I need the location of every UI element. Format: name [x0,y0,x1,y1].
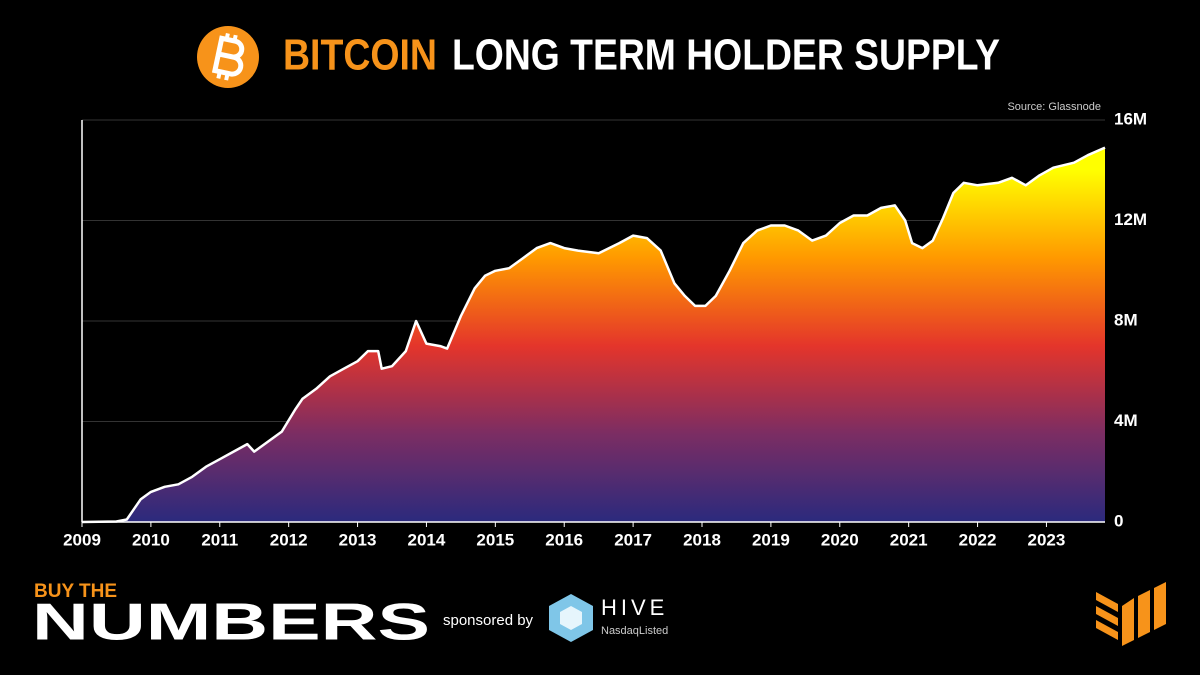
source: Source: Glassnode [1007,101,1101,113]
sponsor-sub: NasdaqListed [601,625,668,637]
x-tick-label: 2009 [63,530,101,549]
sponsor-text: sponsored by [443,612,534,629]
area-fill [82,147,1105,522]
brand-icon [1096,582,1166,646]
x-tick-label: 2018 [683,530,721,549]
y-tick-label: 16M [1114,109,1147,128]
brand-main: NUMBERS [32,594,430,652]
x-tick-label: 2022 [959,530,997,549]
x-tick-label: 2020 [821,530,859,549]
x-tick-label: 2015 [476,530,514,549]
x-tick-label: 2019 [752,530,790,549]
x-tick-label: 2014 [408,530,446,549]
x-tick-label: 2011 [201,530,238,549]
title-highlight: BITCOIN [283,31,437,80]
x-tick-label: 2016 [545,530,583,549]
x-tick-label: 2017 [614,530,652,549]
x-tick-label: 2012 [270,530,308,549]
hive-logo [549,594,593,642]
x-tick-label: 2023 [1028,530,1066,549]
x-tick-label: 2010 [132,530,170,549]
x-tick-label: 2013 [339,530,377,549]
y-tick-label: 12M [1114,210,1147,229]
bitcoin-icon [197,26,259,88]
plot-area: 0 4M 8M 12M 16M 2009 2010 2011 2012 2013 2014 2015 2… [63,109,1147,549]
x-tick-label: 2021 [890,530,928,549]
y-tick-label: 0 [1114,511,1123,530]
brand-top: BUY THE [34,581,117,602]
area-line [81,146,1106,524]
y-tick-label: 8M [1114,310,1138,329]
sponsor-name: HIVE [601,595,668,620]
y-tick-label: 4M [1114,411,1138,430]
chart-title: LONG TERM HOLDER SUPPLY [452,31,1000,80]
